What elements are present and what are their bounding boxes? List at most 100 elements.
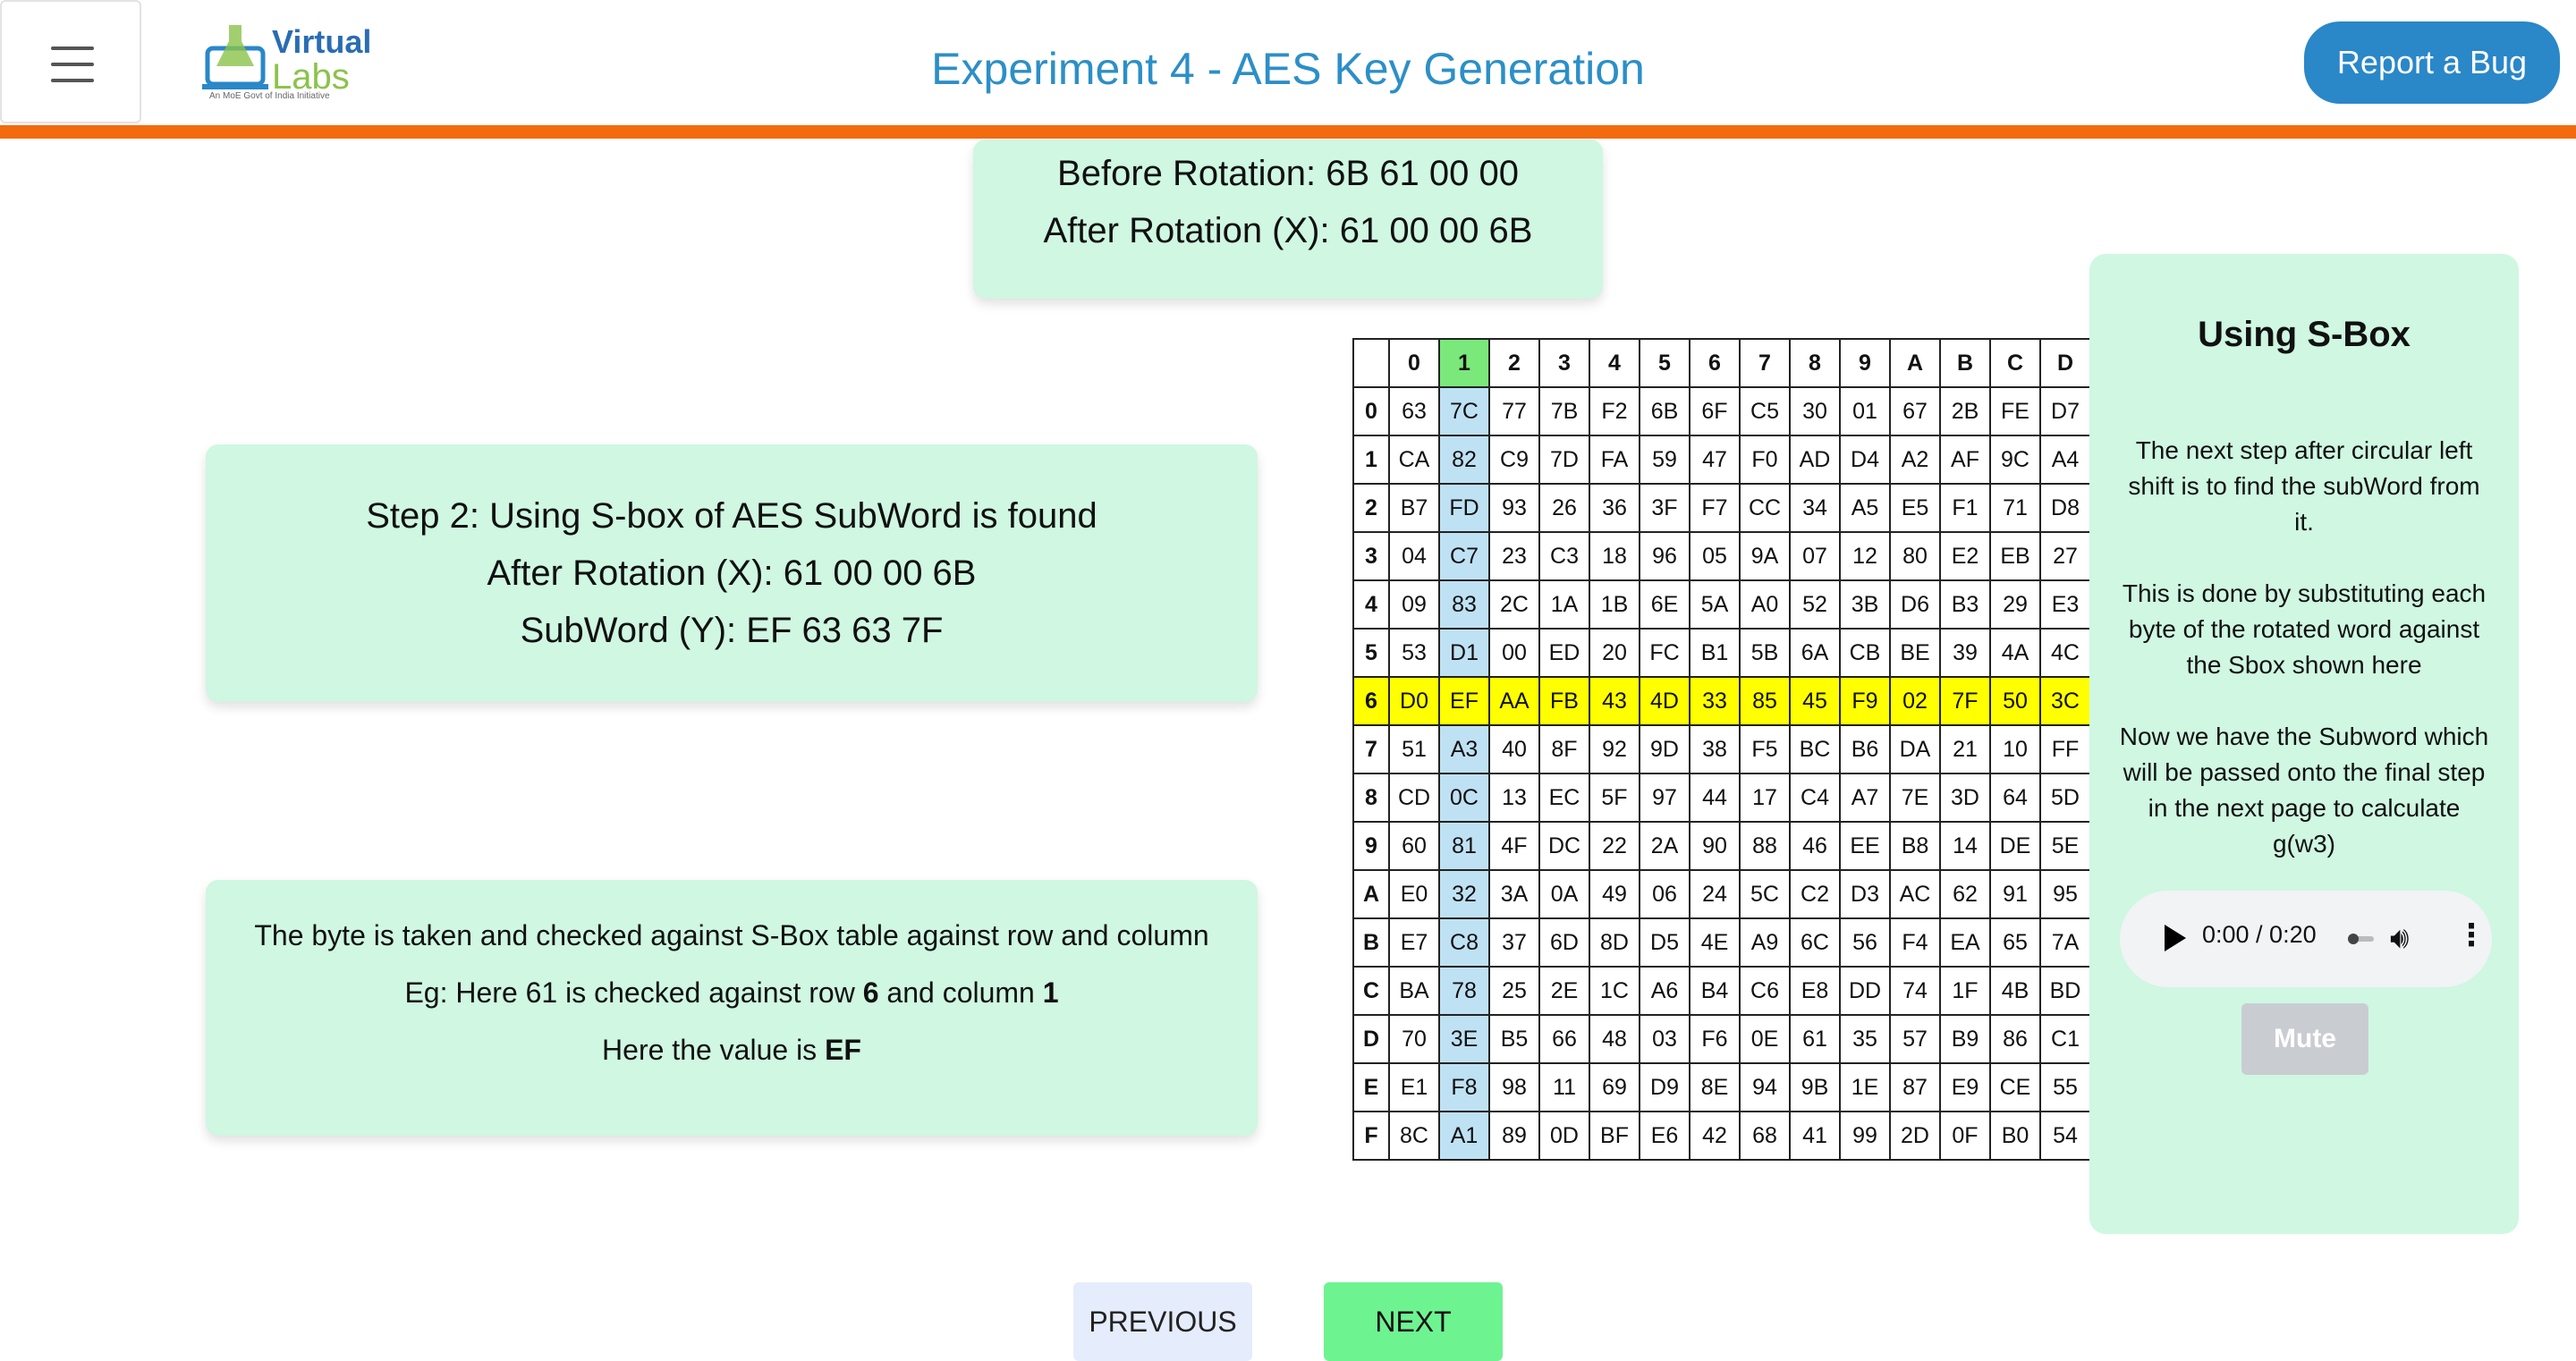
sbox-col-header-3: 3	[1538, 338, 1590, 388]
sbox-cell: CD	[1388, 773, 1440, 823]
sbox-cell: 54	[2039, 1111, 2091, 1161]
sbox-cell: 7A	[2039, 917, 2091, 968]
step-subword: SubWord (Y): EF 63 63 7F	[520, 611, 944, 650]
next-button[interactable]: NEXT	[1324, 1282, 1503, 1361]
sbox-cell: 2E	[1538, 966, 1590, 1016]
audio-progress-slider[interactable]	[2348, 934, 2374, 944]
sbox-col-header-4: 4	[1589, 338, 1640, 388]
sbox-cell: 43	[1589, 676, 1640, 726]
sbox-col-header-1: 1	[1438, 338, 1490, 388]
sbox-cell: 0E	[1739, 1014, 1791, 1064]
sbox-cell: BD	[2039, 966, 2091, 1016]
hamburger-menu-button[interactable]	[0, 0, 141, 123]
sbox-cell: 01	[1839, 386, 1891, 436]
sbox-col-header-2: 2	[1488, 338, 1540, 388]
sbox-col-header-5: 5	[1639, 338, 1690, 388]
sbox-cell: 80	[1889, 531, 1941, 581]
sbox-row-3: 3 04 C7 23 C3 18 96 05 9A 07 12 80 E2 EB 27	[1352, 531, 2091, 581]
sbox-cell: 8C	[1388, 1111, 1440, 1161]
previous-button[interactable]: PREVIOUS	[1073, 1282, 1252, 1361]
sbox-cell: C6	[1739, 966, 1791, 1016]
sbox-cell: C4	[1789, 773, 1841, 823]
sbox-row-header-8: 8	[1352, 773, 1390, 823]
report-bug-button[interactable]: Report a Bug	[2304, 21, 2560, 104]
sbox-cell: C2	[1789, 869, 1841, 919]
logo-tagline: An MoE Govt of India Initiative	[209, 91, 330, 101]
sbox-cell: DC	[1538, 821, 1590, 871]
sbox-row-7: 7 51 A3 40 8F 92 9D 38 F5 BC B6 DA 21 10 FF	[1352, 724, 2091, 774]
sbox-corner-cell	[1352, 338, 1390, 388]
sbox-cell: 48	[1589, 1014, 1640, 1064]
sbox-cell: FC	[1639, 628, 1690, 678]
side-panel-title: Using S-Box	[2198, 315, 2411, 354]
sbox-row-header-5: 5	[1352, 628, 1390, 678]
sbox-row-2: 2 B7 FD 93 26 36 3F F7 CC 34 A5 E5 F1 71 D8	[1352, 483, 2091, 533]
sbox-cell: 7D	[1538, 435, 1590, 485]
sbox-cell: B3	[1939, 579, 1991, 630]
sbox-cell: 0A	[1538, 869, 1590, 919]
sbox-cell: D4	[1839, 435, 1891, 485]
header: Virtual Labs An MoE Govt of India Initia…	[0, 0, 2576, 125]
sbox-cell: 6D	[1538, 917, 1590, 968]
sbox-cell: FD	[1438, 483, 1490, 533]
sbox-cell: D9	[1639, 1062, 1690, 1112]
sbox-cell: D5	[1639, 917, 1690, 968]
rotation-card: Before Rotation: 6B 61 00 00 After Rotat…	[973, 139, 1603, 299]
sbox-cell: A7	[1839, 773, 1891, 823]
sbox-cell: A3	[1438, 724, 1490, 774]
side-paragraph-3: Now we have the Subword which will be pa…	[2119, 723, 2489, 858]
after-rotation-text: After Rotation (X): 61 00 00 6B	[1043, 211, 1533, 250]
sbox-cell: FE	[1989, 386, 2041, 436]
sbox-cell: 17	[1739, 773, 1791, 823]
sbox-cell: 4D	[1639, 676, 1690, 726]
sbox-cell: 2C	[1488, 579, 1540, 630]
sbox-col-header-7: 7	[1739, 338, 1791, 388]
sbox-cell: EF	[1438, 676, 1490, 726]
sbox-cell: 21	[1939, 724, 1991, 774]
sbox-cell: 7C	[1438, 386, 1490, 436]
sbox-cell: 20	[1589, 628, 1640, 678]
sbox-cell: 2A	[1639, 821, 1690, 871]
sbox-cell: 25	[1488, 966, 1540, 1016]
info-line-2-mid: and column	[878, 976, 1043, 1009]
info-line-2: Eg: Here 61 is checked against row 6 and…	[206, 964, 1258, 1021]
sbox-cell: 29	[1989, 579, 2041, 630]
sbox-cell: E7	[1388, 917, 1440, 968]
volume-icon[interactable]: 🔊︎	[2390, 921, 2410, 955]
mute-button[interactable]: Mute	[2241, 1003, 2368, 1075]
step-title: Step 2: Using S-box of AES SubWord is fo…	[366, 496, 1097, 536]
sbox-cell: 45	[1789, 676, 1841, 726]
sbox-cell: 83	[1438, 579, 1490, 630]
more-options-icon[interactable]: ⋮	[2456, 918, 2487, 952]
sbox-cell: F5	[1739, 724, 1791, 774]
sbox-cell: B0	[1989, 1111, 2041, 1161]
sbox-cell: F4	[1889, 917, 1941, 968]
sbox-cell: FF	[2039, 724, 2091, 774]
sbox-cell: 12	[1839, 531, 1891, 581]
sbox-cell: 03	[1639, 1014, 1690, 1064]
sbox-cell: 18	[1589, 531, 1640, 581]
sbox-row-header-A: A	[1352, 869, 1390, 919]
sbox-cell: 50	[1989, 676, 2041, 726]
sbox-row-header-4: 4	[1352, 579, 1390, 630]
sbox-cell: 7F	[1939, 676, 1991, 726]
sbox-cell: CC	[1739, 483, 1791, 533]
play-icon[interactable]	[2165, 925, 2186, 951]
sbox-cell: EE	[1839, 821, 1891, 871]
menu-icon-bar	[51, 79, 94, 82]
sbox-cell: B4	[1689, 966, 1741, 1016]
sbox-cell: 82	[1438, 435, 1490, 485]
virtual-labs-logo[interactable]: Virtual Labs An MoE Govt of India Initia…	[199, 18, 371, 107]
sbox-cell: D1	[1438, 628, 1490, 678]
sbox-cell: 09	[1388, 579, 1440, 630]
sbox-cell: CA	[1388, 435, 1440, 485]
logo-text-virtual: Virtual	[272, 23, 372, 60]
sbox-cell: C3	[1538, 531, 1590, 581]
audio-player[interactable]: 0:00 / 0:20 🔊︎ ⋮	[2120, 891, 2492, 987]
sbox-cell: E2	[1939, 531, 1991, 581]
sbox-cell: CB	[1839, 628, 1891, 678]
sbox-cell: A6	[1639, 966, 1690, 1016]
sbox-cell: 41	[1789, 1111, 1841, 1161]
sbox-cell: 96	[1639, 531, 1690, 581]
sbox-cell: 42	[1689, 1111, 1741, 1161]
